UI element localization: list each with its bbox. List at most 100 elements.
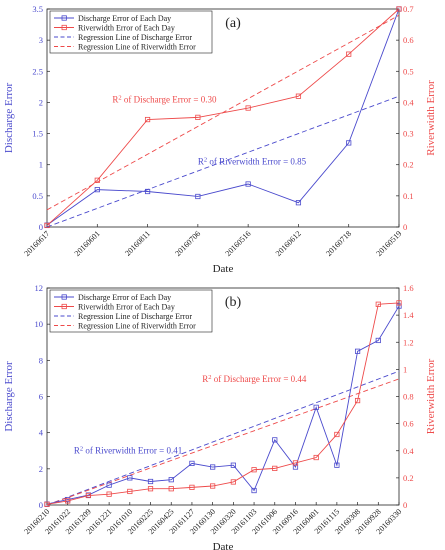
left-y-tick-label: 10 bbox=[35, 319, 44, 329]
riverwidth-point bbox=[44, 222, 50, 229]
right-y-tick-label: 0.7 bbox=[403, 4, 414, 14]
discharge-regression-line bbox=[46, 95, 400, 228]
left-y-tick-label: 3 bbox=[39, 35, 43, 45]
r-squared-annotation: R2 of Discharge Error = 0.44 bbox=[202, 374, 307, 384]
riverwidth-point bbox=[210, 483, 216, 489]
chart-panel-1: 0 0.5 1 1.5 2 2.5 3 3.5 0 0.1 0.2 0.3 0.4 0.5 0.6 0.7 20… bbox=[3, 4, 437, 275]
discharge-point bbox=[295, 200, 302, 206]
legend-marker bbox=[61, 294, 67, 300]
riverwidth-point bbox=[65, 498, 71, 504]
discharge-point bbox=[195, 193, 201, 200]
right-y-tick-label: 1.6 bbox=[403, 283, 414, 293]
legend-entry: Regression Line of Riverwidth Error bbox=[78, 43, 196, 52]
left-y-tick-label: 6 bbox=[39, 392, 43, 402]
legend-entry: Regression Line of Discharge Error bbox=[78, 33, 192, 42]
x-tick-label: 20160718 bbox=[324, 229, 353, 258]
legend-box bbox=[49, 289, 213, 333]
right-y-tick-label: 0.4 bbox=[403, 97, 414, 107]
x-tick-label: 20160811 bbox=[123, 229, 152, 258]
left-y-tick-label: 2.5 bbox=[32, 66, 43, 76]
riverwidth-series-line bbox=[46, 8, 400, 226]
discharge-point bbox=[230, 462, 236, 468]
left-y-tick-label: 2 bbox=[39, 464, 43, 474]
right-y-tick-label: 0.6 bbox=[403, 35, 414, 45]
right-y-tick-label: 1.4 bbox=[403, 310, 414, 320]
x-tick-label: 20160706 bbox=[173, 229, 202, 258]
right-y-tick-label: 0.3 bbox=[403, 129, 414, 139]
legend-entry: Discharge Error of Each Day bbox=[78, 293, 171, 302]
discharge-point bbox=[251, 487, 257, 494]
x-tick-label: 20160519 bbox=[374, 229, 403, 258]
discharge-point bbox=[375, 337, 381, 344]
riverwidth-point bbox=[346, 51, 352, 57]
discharge-point bbox=[354, 348, 361, 354]
right-y-tick-label: 0.4 bbox=[403, 446, 414, 456]
discharge-point bbox=[334, 462, 340, 468]
discharge-point bbox=[245, 181, 251, 187]
panel-label: (b) bbox=[225, 295, 242, 310]
riverwidth-point bbox=[127, 488, 133, 495]
riverwidth-point bbox=[354, 397, 361, 404]
legend-marker bbox=[61, 24, 67, 31]
left-y-tick-label: 8 bbox=[39, 355, 43, 365]
riverwidth-point bbox=[245, 105, 251, 111]
discharge-point bbox=[94, 187, 100, 193]
left-y-tick-label: 2 bbox=[39, 97, 43, 107]
riverwidth-point bbox=[85, 492, 92, 499]
riverwidth-point bbox=[147, 486, 154, 492]
riverwidth-point bbox=[106, 491, 112, 497]
discharge-point bbox=[210, 464, 216, 470]
legend-box bbox=[49, 10, 213, 54]
riverwidth-point bbox=[292, 460, 299, 466]
legend-entry: Regression Line of Riverwidth Error bbox=[78, 322, 196, 331]
discharge-point bbox=[144, 188, 151, 195]
legend-entry: Regression Line of Discharge Error bbox=[78, 312, 192, 321]
riverwidth-point bbox=[313, 454, 319, 461]
x-tick-label: 20160617 bbox=[22, 229, 51, 258]
x-axis-label: Date bbox=[213, 263, 234, 275]
riverwidth-point bbox=[334, 431, 340, 438]
right-y-tick-label: 1 bbox=[403, 364, 407, 374]
riverwidth-point bbox=[189, 484, 195, 490]
riverwidth-point bbox=[44, 501, 50, 507]
riverwidth-series-line bbox=[46, 302, 400, 505]
riverwidth-point bbox=[251, 467, 257, 473]
discharge-point bbox=[313, 404, 319, 410]
right-y-tick-label: 0.2 bbox=[403, 160, 414, 170]
right-y-tick-label: 0.6 bbox=[403, 419, 414, 429]
discharge-regression-line bbox=[46, 370, 400, 506]
left-y-tick-label: 0 bbox=[39, 500, 43, 510]
x-tick-label: 20160516 bbox=[224, 229, 253, 258]
plot-frame bbox=[46, 8, 400, 228]
discharge-point bbox=[189, 460, 195, 467]
legend-marker bbox=[61, 15, 67, 21]
r-squared-annotation: R2 of Riverwidth Error = 0.85 bbox=[198, 157, 307, 167]
left-y-axis-label: Discharge Error bbox=[3, 82, 15, 153]
legend-entry: Riverwidth Error of Each Day bbox=[78, 24, 175, 33]
legend-marker bbox=[61, 303, 67, 310]
discharge-point bbox=[106, 482, 112, 488]
r-squared-annotation: R2 of Riverwidth Error = 0.41 bbox=[74, 445, 182, 455]
left-y-axis-label: Discharge Error bbox=[3, 361, 15, 432]
riverwidth-point bbox=[94, 177, 100, 183]
discharge-point bbox=[127, 475, 133, 481]
chart-panel-2: 02468101200.20.40.60.811.21.41.620160210… bbox=[3, 283, 437, 550]
discharge-point bbox=[147, 478, 154, 485]
left-y-tick-label: 0.5 bbox=[32, 191, 43, 201]
legend-entry: Discharge Error of Each Day bbox=[78, 14, 171, 23]
riverwidth-point bbox=[396, 6, 402, 12]
right-y-tick-label: 0 bbox=[403, 500, 407, 510]
riverwidth-point bbox=[144, 116, 151, 123]
left-y-tick-label: 3.5 bbox=[32, 4, 43, 14]
riverwidth-regression-line bbox=[46, 378, 400, 506]
x-tick-label: 20160612 bbox=[274, 229, 303, 258]
riverwidth-point bbox=[272, 465, 278, 471]
right-y-tick-label: 0.5 bbox=[403, 66, 414, 76]
discharge-series-line bbox=[46, 8, 400, 226]
riverwidth-point bbox=[195, 114, 201, 120]
right-y-tick-label: 0.1 bbox=[403, 191, 414, 201]
riverwidth-point bbox=[375, 301, 381, 307]
x-axis-label: Date bbox=[213, 541, 234, 550]
right-y-tick-label: 1.2 bbox=[403, 337, 414, 347]
right-y-tick-label: 0.2 bbox=[403, 473, 414, 483]
